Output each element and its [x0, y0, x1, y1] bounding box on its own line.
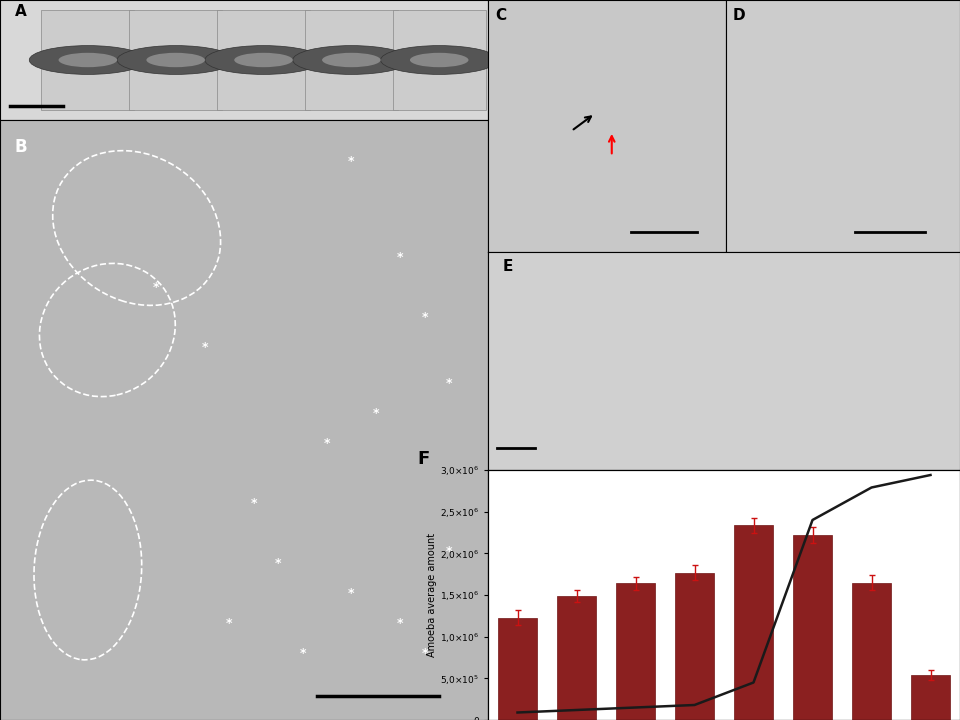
Circle shape	[380, 45, 497, 74]
Circle shape	[323, 53, 380, 67]
Text: *: *	[421, 312, 428, 325]
Text: E: E	[502, 258, 513, 274]
Circle shape	[117, 45, 234, 74]
Text: *: *	[227, 618, 232, 631]
Circle shape	[205, 45, 323, 74]
Text: *: *	[202, 341, 208, 354]
Bar	[393, 9, 486, 110]
Y-axis label: Amoeba average amount: Amoeba average amount	[427, 533, 437, 657]
Bar	[675, 572, 713, 720]
Bar	[498, 618, 537, 720]
Circle shape	[30, 45, 146, 74]
Circle shape	[59, 53, 117, 67]
Text: *: *	[275, 557, 281, 570]
Circle shape	[410, 53, 468, 67]
Text: *: *	[421, 647, 428, 660]
Bar	[616, 583, 655, 720]
Text: *: *	[372, 408, 379, 420]
Text: *: *	[396, 618, 403, 631]
Bar	[793, 535, 831, 720]
Bar	[852, 582, 891, 720]
Text: *: *	[324, 438, 330, 451]
Text: *: *	[300, 647, 306, 660]
Text: *: *	[251, 498, 257, 510]
Text: *: *	[348, 156, 354, 168]
Bar	[217, 9, 310, 110]
Text: C: C	[495, 7, 506, 22]
Bar	[911, 675, 949, 720]
Circle shape	[293, 45, 410, 74]
Bar	[305, 9, 397, 110]
Text: *: *	[348, 588, 354, 600]
Text: A: A	[14, 4, 26, 19]
Text: *: *	[445, 546, 452, 559]
Text: F: F	[418, 450, 429, 468]
Text: *: *	[445, 377, 452, 390]
Bar	[130, 9, 222, 110]
Bar	[558, 596, 595, 720]
Circle shape	[146, 53, 205, 67]
Bar	[734, 525, 773, 720]
Text: *: *	[396, 251, 403, 264]
Text: *: *	[153, 282, 159, 294]
Bar	[41, 9, 134, 110]
Text: D: D	[733, 7, 746, 22]
Circle shape	[234, 53, 293, 67]
Text: B: B	[14, 138, 27, 156]
